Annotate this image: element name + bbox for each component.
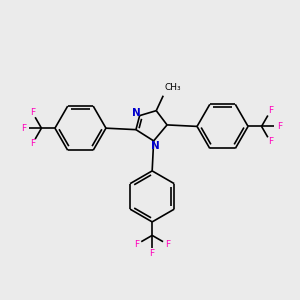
Text: F: F (277, 122, 282, 131)
Text: N: N (132, 108, 140, 118)
Text: F: F (134, 240, 139, 249)
Text: F: F (165, 240, 170, 249)
Text: CH₃: CH₃ (165, 83, 182, 92)
Text: F: F (30, 108, 35, 117)
Text: F: F (21, 124, 26, 133)
Text: F: F (268, 106, 273, 115)
Text: N: N (151, 141, 160, 151)
Text: F: F (268, 137, 273, 146)
Text: F: F (150, 249, 155, 258)
Text: F: F (30, 139, 35, 148)
